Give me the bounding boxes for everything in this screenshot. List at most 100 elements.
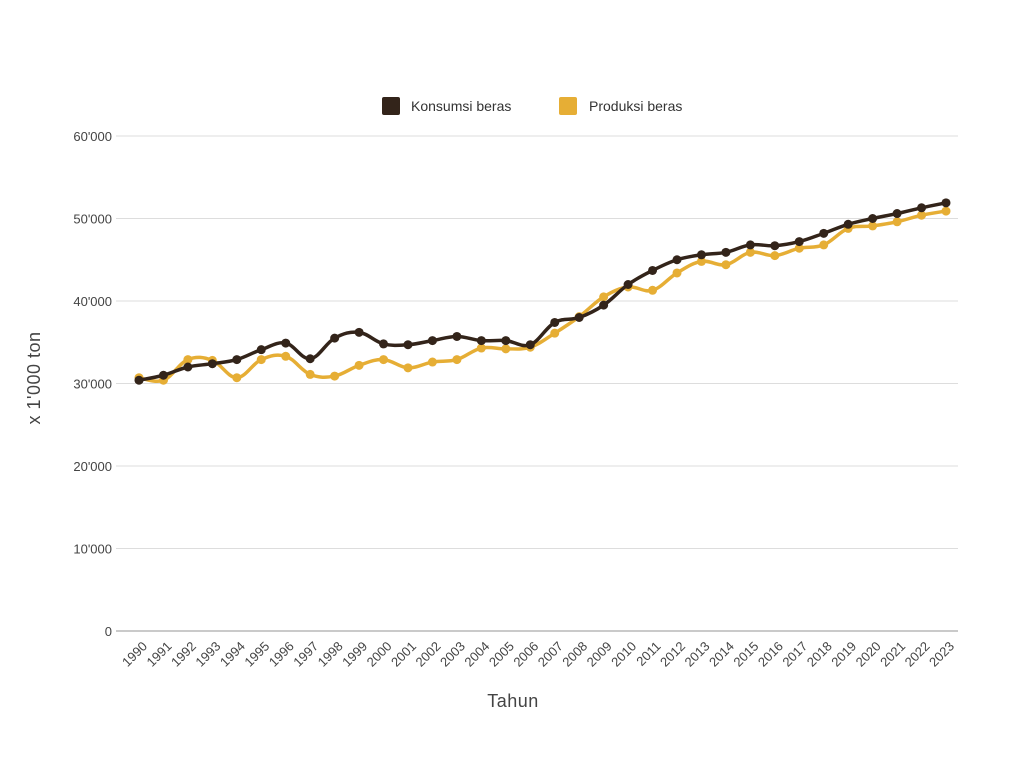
x-tick-label: 2012 bbox=[657, 639, 688, 670]
data-point[interactable] bbox=[232, 373, 242, 383]
y-tick-label: 40'000 bbox=[73, 294, 112, 309]
data-point[interactable] bbox=[354, 327, 364, 337]
x-tick-label: 2011 bbox=[633, 639, 663, 669]
data-point[interactable] bbox=[721, 247, 731, 257]
data-point[interactable] bbox=[281, 338, 291, 348]
data-point[interactable] bbox=[648, 285, 658, 295]
data-point[interactable] bbox=[672, 255, 682, 265]
data-point[interactable] bbox=[379, 355, 389, 365]
data-point[interactable] bbox=[134, 375, 144, 385]
y-tick-label: 10'000 bbox=[73, 542, 112, 557]
data-point[interactable] bbox=[868, 221, 878, 231]
data-point[interactable] bbox=[452, 355, 462, 365]
data-point[interactable] bbox=[648, 265, 658, 275]
x-tick-label: 1996 bbox=[266, 639, 297, 670]
x-tick-label: 1994 bbox=[217, 639, 248, 670]
data-point[interactable] bbox=[403, 363, 413, 373]
data-point[interactable] bbox=[281, 351, 291, 361]
x-tick-label: 2022 bbox=[902, 639, 933, 670]
data-point[interactable] bbox=[892, 217, 902, 227]
data-point[interactable] bbox=[745, 240, 755, 250]
data-point[interactable] bbox=[256, 355, 266, 365]
x-tick-label: 1991 bbox=[144, 639, 175, 670]
y-tick-label: 20'000 bbox=[73, 459, 112, 474]
data-point[interactable] bbox=[770, 241, 780, 251]
x-tick-label: 2006 bbox=[510, 639, 541, 670]
x-tick-label: 2010 bbox=[608, 639, 639, 670]
y-tick-label: 30'000 bbox=[73, 377, 112, 392]
data-point[interactable] bbox=[501, 336, 511, 346]
data-point[interactable] bbox=[917, 210, 927, 220]
data-point[interactable] bbox=[819, 240, 829, 250]
gridlines bbox=[116, 135, 958, 632]
data-point[interactable] bbox=[427, 357, 437, 367]
data-point[interactable] bbox=[623, 280, 633, 289]
data-point[interactable] bbox=[207, 359, 217, 369]
x-tick-label: 2018 bbox=[804, 639, 835, 670]
x-tick-label: 2008 bbox=[559, 639, 590, 670]
data-point[interactable] bbox=[794, 237, 804, 247]
data-point[interactable] bbox=[672, 268, 682, 278]
data-point[interactable] bbox=[183, 355, 193, 365]
data-point[interactable] bbox=[305, 369, 315, 379]
data-point[interactable] bbox=[330, 333, 340, 343]
series-lines bbox=[134, 198, 951, 385]
data-point[interactable] bbox=[941, 206, 951, 216]
data-point[interactable] bbox=[232, 355, 242, 365]
data-point[interactable] bbox=[745, 247, 755, 257]
legend-item-produksi[interactable]: Produksi beras bbox=[559, 97, 682, 115]
x-tick-label: 2001 bbox=[388, 639, 419, 670]
data-point[interactable] bbox=[892, 209, 902, 219]
data-point[interactable] bbox=[868, 214, 878, 223]
x-tick-label: 2007 bbox=[535, 639, 566, 670]
x-tick-label: 2004 bbox=[461, 639, 492, 670]
data-point[interactable] bbox=[574, 313, 584, 322]
data-point[interactable] bbox=[452, 331, 462, 341]
x-tick-label: 2021 bbox=[877, 639, 908, 670]
data-point[interactable] bbox=[599, 300, 609, 310]
x-tick-label: 1997 bbox=[290, 639, 321, 670]
data-point[interactable] bbox=[403, 340, 413, 350]
data-point[interactable] bbox=[721, 260, 731, 270]
data-point[interactable] bbox=[550, 317, 560, 327]
data-point[interactable] bbox=[501, 344, 511, 354]
data-point[interactable] bbox=[770, 251, 780, 261]
y-tick-label: 0 bbox=[105, 624, 112, 639]
data-point[interactable] bbox=[843, 219, 853, 229]
data-point[interactable] bbox=[941, 198, 951, 208]
data-point[interactable] bbox=[183, 362, 193, 372]
data-point[interactable] bbox=[696, 250, 706, 260]
data-point[interactable] bbox=[256, 345, 266, 355]
series-konsumsi bbox=[134, 198, 951, 385]
data-point[interactable] bbox=[696, 256, 706, 266]
x-tick-label: 2014 bbox=[706, 639, 737, 670]
legend[interactable]: Konsumsi beras Produksi beras bbox=[382, 97, 682, 115]
data-point[interactable] bbox=[550, 328, 560, 338]
y-axis-ticks: 0 10'000 20'000 30'000 40'000 50'000 60'000 bbox=[73, 129, 112, 639]
y-axis-title: x 1'000 ton bbox=[24, 331, 44, 424]
series-line bbox=[137, 201, 948, 382]
data-point[interactable] bbox=[354, 360, 364, 370]
x-tick-label: 1990 bbox=[119, 639, 150, 670]
x-axis-title: Tahun bbox=[487, 691, 539, 711]
data-point[interactable] bbox=[476, 343, 486, 353]
x-tick-label: 2016 bbox=[755, 639, 786, 670]
x-tick-label: 2019 bbox=[828, 639, 859, 670]
data-point[interactable] bbox=[379, 339, 389, 349]
data-point[interactable] bbox=[525, 340, 535, 350]
data-point[interactable] bbox=[794, 243, 804, 253]
data-point[interactable] bbox=[819, 228, 829, 238]
data-point[interactable] bbox=[305, 354, 315, 364]
legend-label-produksi: Produksi beras bbox=[589, 98, 682, 114]
data-point[interactable] bbox=[599, 292, 609, 302]
data-point[interactable] bbox=[330, 371, 340, 381]
x-tick-label: 1998 bbox=[315, 639, 346, 670]
data-point[interactable] bbox=[158, 370, 168, 380]
legend-item-konsumsi[interactable]: Konsumsi beras bbox=[382, 97, 511, 115]
data-point[interactable] bbox=[427, 336, 437, 346]
data-point[interactable] bbox=[476, 336, 486, 346]
x-tick-label: 2000 bbox=[364, 639, 395, 670]
y-tick-label: 50'000 bbox=[73, 212, 112, 227]
data-point[interactable] bbox=[917, 203, 927, 213]
